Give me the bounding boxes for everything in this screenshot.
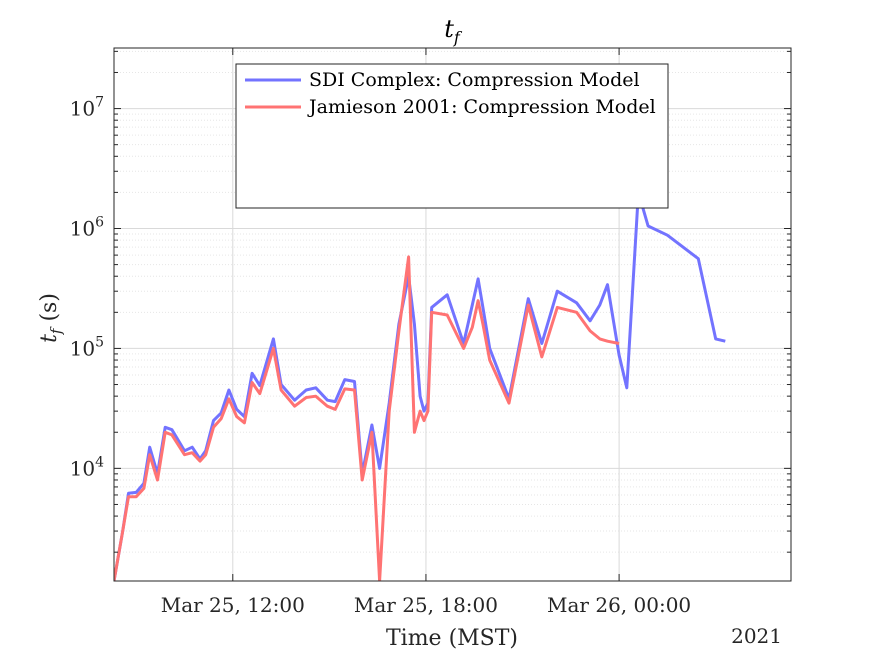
- x-tick-label: Mar 25, 18:00: [354, 593, 498, 617]
- series-layer: [114, 190, 726, 581]
- year-label: 2021: [731, 624, 782, 648]
- x-tick-label: Mar 26, 00:00: [547, 593, 691, 617]
- series-line-1: [114, 190, 726, 581]
- legend-box: [235, 63, 669, 209]
- plot-frame: [113, 47, 792, 582]
- chart-title: tf: [444, 15, 463, 47]
- y-tick-label: 107: [70, 95, 104, 121]
- y-tick-label: 104: [70, 454, 104, 480]
- y-tick-label: 106: [70, 215, 104, 241]
- axis-ticks: Mar 25, 12:00 Mar 25, 18:00 Mar 26, 00:00 1…: [70, 48, 791, 617]
- legend: SDI Complex: Compression Model Jamieson 2…: [235, 63, 669, 209]
- legend-label-2: Jamieson 2001: Compression Model: [307, 96, 656, 118]
- y-tick-label: 105: [70, 334, 104, 360]
- legend-label-1: SDI Complex: Compression Model: [309, 69, 640, 91]
- x-axis-label: Time (MST): [386, 626, 518, 651]
- series-line-2: [114, 255, 620, 581]
- x-tick-label: Mar 25, 12:00: [161, 593, 305, 617]
- y-axis-label: tf (s): [37, 293, 65, 343]
